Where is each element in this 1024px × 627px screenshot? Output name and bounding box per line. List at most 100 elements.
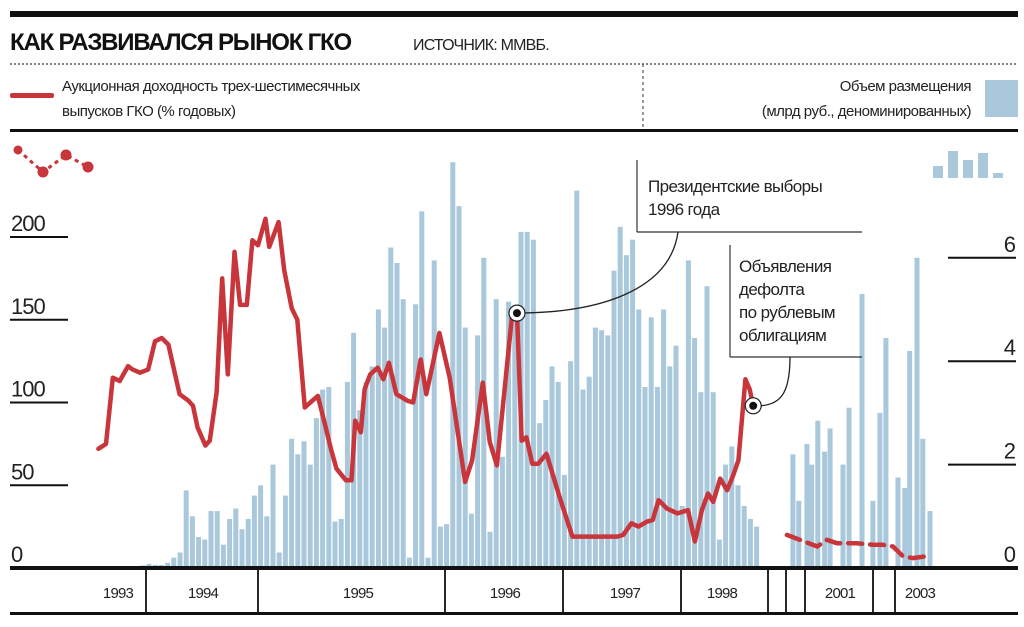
volume-bar bbox=[357, 410, 363, 568]
yield-lines bbox=[96, 216, 928, 561]
volume-bar bbox=[400, 299, 406, 568]
volume-bar bbox=[735, 485, 741, 568]
volume-bar bbox=[877, 412, 883, 568]
annotation-default-line-1: Объявления bbox=[739, 257, 832, 276]
legend-bottom-rule bbox=[10, 129, 1018, 132]
bar-series-icon bbox=[933, 151, 1003, 178]
left-tick-label: 50 bbox=[11, 459, 34, 484]
year-label: 1996 bbox=[490, 585, 521, 602]
volume-bar bbox=[282, 495, 288, 568]
left-axis: 0 50 100 150 200 bbox=[10, 211, 68, 567]
x-axis-years: 1993 1994 1995 1996 1997 1998 2001 2003 bbox=[103, 568, 936, 612]
volume-bar bbox=[870, 500, 876, 568]
volume-bar bbox=[444, 524, 450, 568]
volume-bar bbox=[790, 454, 796, 568]
volume-bar bbox=[382, 327, 388, 568]
volume-bar bbox=[617, 226, 623, 569]
x-axis-bottom-rule bbox=[10, 612, 1018, 615]
volume-bar bbox=[320, 389, 326, 568]
legend-line-swatch bbox=[10, 93, 54, 98]
volume-bar bbox=[543, 400, 549, 568]
volume-bar bbox=[313, 418, 319, 568]
volume-bar bbox=[363, 381, 369, 568]
volume-bar bbox=[208, 511, 214, 568]
chart-source: ИСТОЧНИК: ММВБ. bbox=[413, 37, 549, 54]
legend-bar-label-2: (млрд руб., деноминированных) bbox=[762, 103, 972, 120]
volume-bar bbox=[338, 518, 344, 568]
annotation-default-line-2: дефолта bbox=[739, 280, 805, 299]
volume-bar bbox=[171, 557, 177, 568]
annotation-marker-dot bbox=[749, 401, 758, 410]
left-tick-label: 200 bbox=[11, 211, 45, 236]
volume-bar bbox=[344, 381, 350, 568]
volume-bar bbox=[388, 247, 394, 568]
volume-bar bbox=[568, 361, 574, 568]
volume-bar bbox=[716, 539, 722, 568]
left-tick-label: 150 bbox=[11, 294, 45, 319]
volume-bar bbox=[264, 516, 270, 568]
volume-bar bbox=[914, 257, 920, 568]
year-label: 2003 bbox=[905, 585, 936, 602]
volume-bar bbox=[754, 526, 760, 568]
volume-bar bbox=[227, 518, 233, 568]
volume-bar bbox=[301, 441, 307, 568]
volume-bar bbox=[183, 490, 189, 568]
year-label: 2001 bbox=[825, 585, 856, 602]
annotation-elections-line-1: Президентские выборы bbox=[648, 177, 823, 196]
volume-bar bbox=[506, 301, 512, 568]
volume-bar bbox=[189, 516, 195, 568]
year-label: 1994 bbox=[188, 585, 219, 602]
volume-bar bbox=[822, 451, 828, 568]
year-label: 1993 bbox=[103, 585, 134, 602]
volume-bar bbox=[220, 544, 226, 568]
volume-bar bbox=[295, 454, 301, 568]
volume-bar bbox=[679, 506, 685, 568]
annotation-default-line-3: по рублевым bbox=[739, 303, 835, 322]
volume-bar bbox=[654, 387, 660, 568]
right-tick-label: 6 bbox=[1004, 232, 1016, 257]
volume-bar bbox=[456, 206, 462, 568]
annotation-default: Объявления дефолта по рублевым облигация… bbox=[729, 245, 862, 407]
volume-bar bbox=[202, 539, 208, 568]
volume-bar bbox=[599, 330, 605, 568]
volume-bar bbox=[499, 456, 505, 568]
volume-bar bbox=[840, 464, 846, 568]
volume-bar bbox=[258, 485, 264, 568]
volume-bar bbox=[636, 309, 642, 568]
volume-bar bbox=[586, 376, 592, 568]
volume-bar bbox=[667, 366, 673, 568]
volume-bar bbox=[431, 260, 437, 568]
volume-bar bbox=[592, 327, 598, 568]
volume-bar bbox=[177, 552, 183, 568]
right-tick-label: 0 bbox=[1004, 542, 1016, 567]
left-tick-label: 100 bbox=[11, 377, 45, 402]
volume-bar bbox=[555, 381, 561, 568]
volume-bar bbox=[146, 563, 152, 568]
volume-bar bbox=[487, 531, 493, 568]
volume-bar bbox=[630, 239, 636, 568]
volume-bar bbox=[289, 438, 295, 569]
right-axis: 0 2 4 6 bbox=[948, 232, 1017, 567]
volume-bar bbox=[437, 526, 443, 568]
volume-bar bbox=[895, 477, 901, 568]
volume-bar bbox=[574, 190, 580, 568]
volume-bar bbox=[623, 255, 629, 568]
year-label: 1998 bbox=[707, 585, 738, 602]
volume-bar bbox=[394, 263, 400, 568]
volume-bar bbox=[685, 260, 691, 568]
volume-bar bbox=[425, 557, 431, 568]
volume-bar bbox=[481, 257, 487, 568]
annotation-elections-line-2: 1996 года bbox=[648, 200, 721, 219]
x-axis-baseline bbox=[10, 566, 1018, 570]
volume-bar bbox=[270, 464, 276, 568]
volume-bar bbox=[332, 521, 338, 568]
volume-bar bbox=[561, 474, 567, 568]
volume-bar bbox=[475, 335, 481, 568]
right-tick-label: 4 bbox=[1004, 335, 1016, 360]
volume-bar bbox=[413, 304, 419, 568]
legend-bar-swatch bbox=[985, 80, 1018, 117]
volume-bar bbox=[375, 309, 381, 568]
annotation-elections: Президентские выборы 1996 года bbox=[516, 160, 862, 314]
volume-bar bbox=[251, 495, 257, 568]
